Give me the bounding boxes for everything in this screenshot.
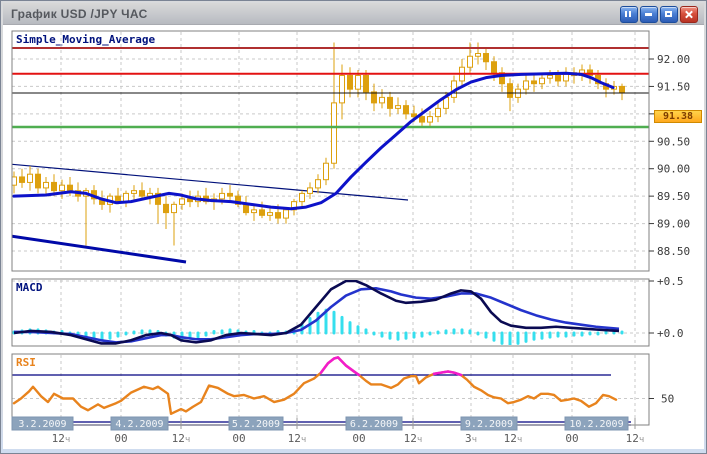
svg-text:12ч: 12ч	[172, 432, 191, 445]
candlestick-series	[12, 42, 625, 246]
price-hlines	[12, 47, 649, 129]
svg-text:5.2.2009: 5.2.2009	[232, 419, 280, 430]
price-axis: 92.0091.5091.0090.5090.0089.5089.0088.50…	[649, 53, 690, 406]
svg-text:6.2.2009: 6.2.2009	[350, 419, 398, 430]
minimize-button[interactable]	[640, 6, 658, 23]
svg-text:90.00: 90.00	[657, 163, 690, 176]
trendlines	[12, 163, 409, 264]
window-title: График USD /JPY ЧАС	[11, 6, 148, 21]
rsi-line	[12, 356, 618, 415]
chart-client-area: Simple_Moving_Average MACD RSI 92.00 91.5…	[3, 25, 704, 449]
svg-text:89.00: 89.00	[657, 218, 690, 231]
svg-text:88.50: 88.50	[657, 245, 690, 258]
window-controls	[620, 6, 698, 23]
time-axis: 3.2.2009 4.2.2009 5.2.2009 6.2.2009 9.2.2009…	[11, 416, 645, 445]
close-button[interactable]	[680, 6, 698, 23]
svg-text:12ч: 12ч	[626, 432, 645, 445]
svg-text:00: 00	[114, 432, 127, 445]
svg-text:12ч: 12ч	[288, 432, 307, 445]
svg-text:00: 00	[565, 432, 578, 445]
chart-canvas[interactable]: Simple_Moving_Average MACD RSI 92.00 91.5…	[3, 25, 704, 449]
svg-text:92.00: 92.00	[657, 53, 690, 66]
svg-text:50: 50	[661, 393, 674, 406]
rsi-panel-label: RSI	[16, 356, 36, 369]
pause-icon	[625, 11, 627, 17]
maximize-icon	[665, 11, 672, 17]
svg-text:+0.0: +0.0	[657, 327, 684, 340]
svg-text:12ч: 12ч	[52, 432, 71, 445]
svg-text:9.2.2009: 9.2.2009	[465, 419, 513, 430]
panel-borders	[11, 30, 650, 426]
pause-button[interactable]	[620, 6, 638, 23]
gridlines	[12, 32, 649, 424]
current-price-badge: 91.38	[654, 110, 702, 123]
svg-text:12ч: 12ч	[404, 432, 423, 445]
svg-text:91.50: 91.50	[657, 80, 690, 93]
svg-text:+0.5: +0.5	[657, 275, 684, 288]
svg-text:4.2.2009: 4.2.2009	[115, 419, 163, 430]
svg-text:90.50: 90.50	[657, 135, 690, 148]
title-bar[interactable]: График USD /JPY ЧАС	[3, 3, 704, 25]
macd-lines	[13, 280, 620, 345]
price-panel-label: Simple_Moving_Average	[16, 33, 155, 46]
svg-text:3.2.2009: 3.2.2009	[18, 419, 66, 430]
svg-text:00: 00	[352, 432, 365, 445]
svg-text:89.50: 89.50	[657, 190, 690, 203]
svg-text:12ч: 12ч	[504, 432, 523, 445]
minimize-icon	[645, 13, 652, 16]
svg-text:00: 00	[232, 432, 245, 445]
maximize-button[interactable]	[660, 6, 678, 23]
svg-text:3ч: 3ч	[465, 432, 477, 445]
svg-text:10.2.2009: 10.2.2009	[569, 419, 623, 430]
sma-line	[12, 71, 615, 211]
rsi-levels	[12, 374, 631, 426]
macd-panel-label: MACD	[16, 281, 43, 294]
